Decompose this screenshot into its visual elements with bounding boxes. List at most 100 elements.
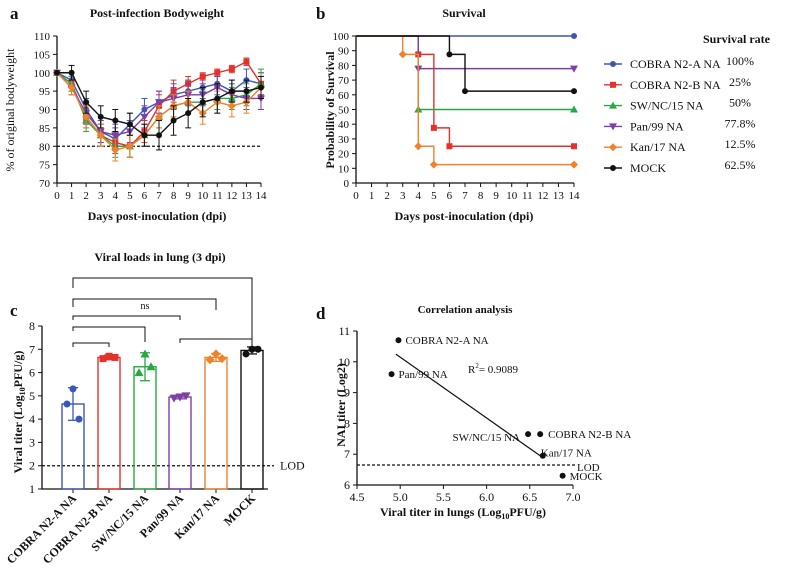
panel-d-x-label-main: Viral titer in lungs (Log (380, 505, 501, 519)
c-y-tick-label: 6 (29, 366, 35, 380)
b-data-point (446, 51, 453, 58)
d-x-tick-label: 6.0 (479, 490, 494, 504)
b-legend-swatch-marker (609, 143, 617, 152)
panel-c-y-label-main: Viral titer (Log (11, 395, 25, 473)
d-point-label: Kan/17 NA (541, 448, 592, 460)
c-individual-point (105, 352, 113, 360)
panel-d-x-label-sub: 10 (501, 512, 509, 521)
b-legend-label: MOCK (630, 161, 666, 175)
panel-c-y-label-end: PFU/g) (11, 351, 25, 388)
panel-c-y-label-sub: 10 (18, 387, 27, 395)
a-data-point (54, 69, 60, 76)
c-y-tick-label: 7 (29, 342, 35, 356)
c-individual-point (140, 349, 150, 358)
panel-d-r2-annotation: R2= 0.9089 (468, 362, 519, 376)
d-point-group: MOCK (559, 471, 603, 483)
c-individual-point (99, 355, 107, 363)
c-individual-point (75, 415, 83, 423)
a-x-tick-label: 4 (113, 190, 119, 202)
b-series-group (356, 35, 577, 95)
c-bracket-cobra-a-vs-cobra-b (72, 342, 110, 347)
b-legend-survival-rate: 100% (726, 54, 754, 68)
c-individual-point (181, 392, 191, 401)
d-x-tick-label: 4.5 (350, 490, 365, 504)
b-legend-label: COBRA N2-B NA (630, 78, 721, 92)
b-legend-entry: Kan/17 NA 12.5% (604, 137, 756, 154)
d-point-label: COBRA N2-B NA (548, 429, 631, 441)
b-legend-swatch-marker (610, 61, 616, 67)
panel-b-letter: b (316, 4, 325, 23)
b-y-tick-label: 10 (338, 163, 350, 175)
c-individual-point (211, 349, 221, 359)
c-y-tick-label: 8 (29, 319, 35, 333)
c-individual-point (205, 355, 215, 365)
c-bar-group (168, 392, 192, 490)
b-x-tick-label: 6 (447, 190, 453, 202)
b-data-point (430, 124, 437, 131)
a-y-tick-label: 95 (39, 86, 51, 98)
panel-b-legend: COBRA N2-A NA 100% COBRA N2-B NA 25% SW/NC/1… (604, 54, 756, 175)
c-y-tick-label: 2 (29, 459, 35, 473)
d-data-point (388, 371, 395, 378)
a-data-point (227, 101, 236, 110)
d-y-tick-label: 11 (338, 324, 350, 338)
c-individual-point (248, 345, 256, 353)
b-y-tick-label: 80 (338, 60, 350, 72)
b-x-tick-label: 1 (369, 190, 375, 202)
a-data-point (214, 69, 221, 76)
b-y-tick-label: 100 (333, 31, 350, 43)
panel-b-legend-title: Survival rate (703, 32, 771, 46)
d-point-label: SW/NC/15 NA (453, 432, 521, 444)
a-data-point (228, 88, 235, 95)
b-legend-entry: COBRA N2-B NA 25% (604, 75, 751, 92)
b-y-tick-label: 90 (338, 46, 350, 58)
b-data-point (570, 160, 578, 169)
a-data-point (111, 132, 120, 140)
a-x-tick-label: 11 (212, 190, 223, 202)
a-x-tick-label: 10 (197, 190, 209, 202)
b-legend-swatch-marker (609, 123, 617, 131)
b-data-point (571, 33, 577, 39)
c-bar-group (61, 385, 85, 490)
d-y-tick-label: 8 (344, 416, 350, 430)
b-y-tick-label: 20 (338, 149, 350, 161)
c-bracket-cobra-a-vs-mock (72, 277, 253, 352)
d-x-tick-label: 7.0 (566, 490, 581, 504)
b-data-point (398, 50, 407, 59)
panel-a-series (53, 57, 265, 162)
d-point-group: Kan/17 NA (539, 448, 592, 460)
panel-d-x-label-end: PFU/g) (509, 505, 546, 519)
c-bar (133, 366, 157, 490)
c-y-tick-label: 3 (29, 435, 35, 449)
a-y-tick-label: 75 (39, 160, 51, 172)
a-data-point (111, 145, 120, 154)
panel-a-title: Post-infection Bodyweight (90, 6, 224, 20)
a-data-point (258, 84, 264, 91)
a-x-tick-label: 1 (69, 190, 75, 202)
d-regression-line (395, 353, 541, 457)
c-individual-point (146, 362, 156, 371)
a-data-point (155, 99, 163, 107)
a-data-point (170, 117, 177, 124)
c-bracket-pan99-vs-mock (179, 338, 253, 352)
a-y-tick-label: 100 (34, 68, 51, 80)
a-series-group (54, 64, 264, 151)
panel-b-y-axis-label: Probability of Survival (323, 51, 337, 169)
b-data-point (571, 88, 577, 95)
b-data-point (446, 143, 453, 150)
b-legend-swatch-marker (609, 101, 617, 109)
d-y-tick-label: 9 (344, 386, 350, 400)
b-legend-swatch-marker (610, 165, 616, 171)
b-y-tick-label: 70 (338, 75, 350, 87)
b-series-group (356, 35, 578, 169)
a-data-point (125, 142, 134, 151)
panel-c-title: Viral loads in lung (3 dpi) (94, 250, 225, 264)
b-series-group (356, 35, 578, 113)
b-legend-label: SW/NC/15 NA (630, 99, 704, 113)
a-x-tick-label: 12 (226, 190, 237, 202)
b-y-tick-label: 50 (338, 105, 350, 117)
b-x-tick-label: 10 (506, 190, 518, 202)
d-point-group: COBRA N2-B NA (537, 429, 631, 441)
